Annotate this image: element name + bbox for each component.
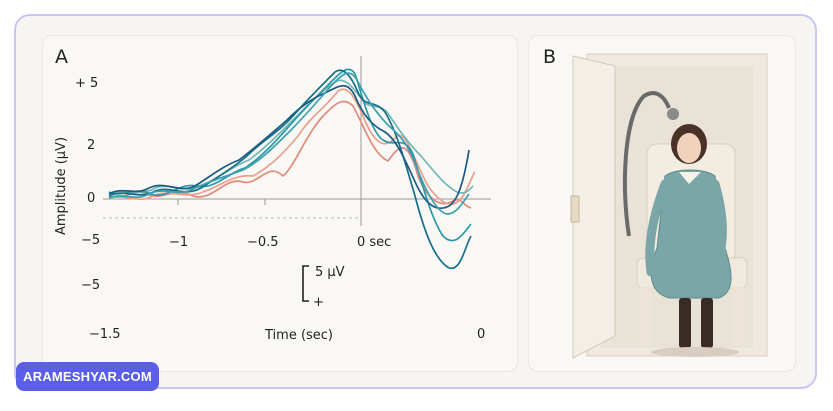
erp-traces: [108, 68, 476, 270]
seated-woman-in-booth-illustration: [570, 53, 768, 359]
erp-trace: [108, 69, 472, 270]
y-tick-label: −5: [81, 233, 100, 248]
panel-b-illustration: B: [528, 35, 796, 372]
erp-trace: [108, 84, 470, 210]
x-axis-label: Time (sec): [264, 328, 333, 343]
scale-bar-sign: +: [313, 295, 324, 310]
y-tick-label: −5: [81, 278, 100, 293]
woman-arm: [710, 179, 727, 261]
woman-boot: [679, 298, 691, 348]
lamp-head: [667, 108, 679, 120]
erp-plot-svg: Amplitude (μV) + 5 2 0 −5 −5 −1 −0.5 0 s…: [54, 56, 491, 343]
lamp-arm: [622, 91, 671, 237]
y-tick-label: + 5: [75, 76, 98, 91]
y-tick-label: 2: [87, 138, 95, 153]
woman-arm: [645, 179, 670, 277]
x-tick-label: −0.5: [247, 235, 279, 250]
woman-boot: [701, 298, 713, 348]
panel-a-erp-plot: A Amplitude (μV) + 5 2 0 −5 −5 −1 −0.5 0…: [42, 35, 518, 372]
chair-leg: [641, 286, 651, 346]
panel-b-letter: B: [543, 46, 557, 68]
scale-bar: [302, 265, 309, 302]
chair-leg: [733, 286, 743, 346]
scale-bar-label: 5 μV: [315, 265, 345, 280]
woman-face: [677, 133, 701, 163]
door-hinge: [570, 195, 580, 223]
panel-a-letter: A: [55, 46, 68, 68]
x-tick-label: −1: [169, 235, 188, 250]
watermark-badge: ARAMESHYAR.COM: [16, 362, 159, 391]
booth-door: [572, 55, 616, 359]
y-tick-label: 0: [87, 191, 95, 206]
erp-trace: [108, 68, 472, 242]
x-end-label: 0: [477, 327, 485, 342]
y-axis-label: Amplitude (μV): [54, 137, 69, 235]
erp-trace: [108, 72, 470, 215]
floor-shadow: [651, 347, 739, 357]
x-start-label: −1.5: [89, 327, 121, 342]
woman-collar: [679, 172, 701, 184]
x-tick-label: 0 sec: [357, 235, 391, 250]
erp-trace: [108, 88, 476, 206]
